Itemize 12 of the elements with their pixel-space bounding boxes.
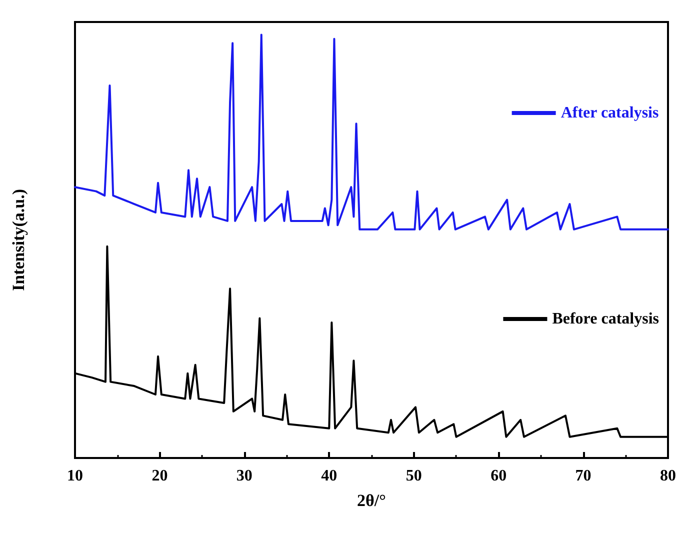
x-axis-title: 2θ/° [357, 491, 386, 510]
x-tick-label: 30 [236, 468, 252, 484]
x-tick-label: 20 [152, 468, 168, 484]
legend-label: Before catalysis [552, 310, 660, 328]
x-tick-label: 60 [490, 468, 507, 484]
x-tick-label: 80 [660, 468, 676, 484]
x-tick-label: 10 [67, 468, 83, 484]
y-axis-title: Intensity(a.u.) [9, 188, 28, 292]
legend-label: After catalysis [560, 104, 659, 122]
x-tick-label: 50 [406, 468, 422, 484]
x-tick-label: 70 [575, 468, 592, 484]
x-tick-label: 40 [321, 468, 338, 484]
